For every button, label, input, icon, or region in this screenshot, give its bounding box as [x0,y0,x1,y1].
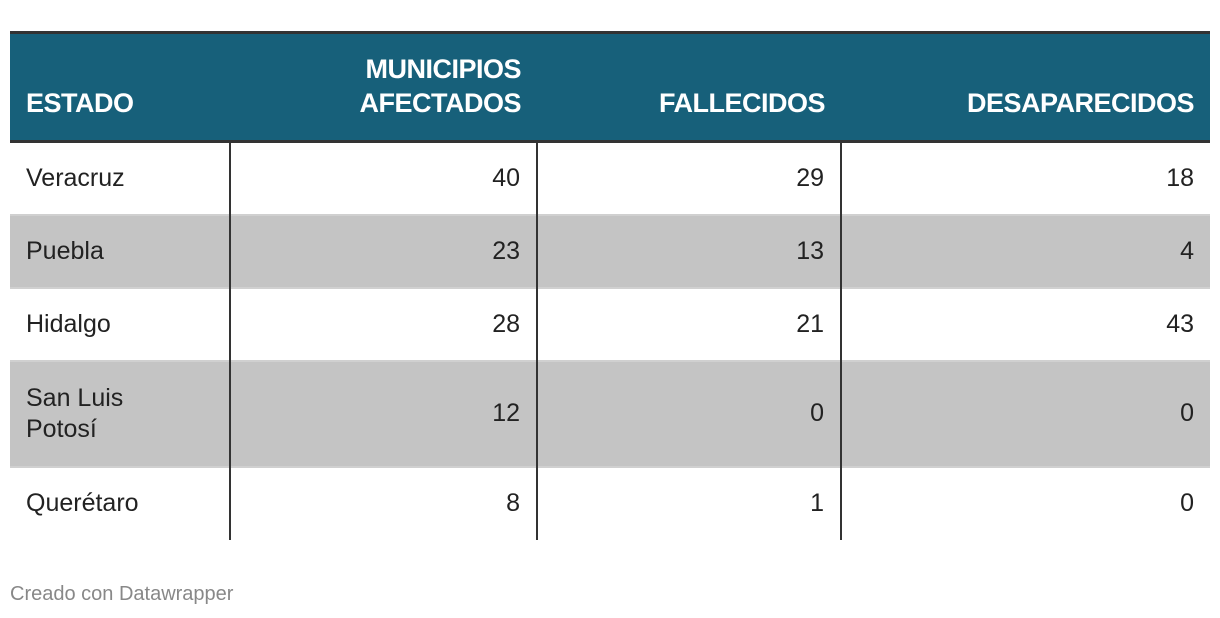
cell-desaparecidos: 43 [840,287,1210,361]
header-label: MUNICIPIOS AFECTADOS [359,54,522,118]
cell-fallecidos: 21 [536,287,841,361]
cell-municipios: 23 [229,214,537,288]
table-row: Puebla 23 13 4 [10,214,1210,288]
cell-fallecidos: 1 [536,466,841,540]
column-header-municipios[interactable]: MUNICIPIOS AFECTADOS [230,33,537,142]
cell-desaparecidos: 0 [840,360,1210,467]
cell-municipios: 8 [229,466,537,540]
cell-desaparecidos: 18 [840,141,1210,215]
table-row: Querétaro 8 1 0 [10,466,1210,540]
table-row: Hidalgo 28 21 43 [10,287,1210,361]
datawrapper-credit-link[interactable]: Creado con Datawrapper [10,583,234,605]
cell-fallecidos: 13 [536,214,841,288]
cell-estado: Veracruz [26,163,125,192]
data-table: ESTADO MUNICIPIOS AFECTADOS FALLECIDOS D… [10,31,1210,540]
cell-desaparecidos: 4 [840,214,1210,288]
column-header-fallecidos[interactable]: FALLECIDOS [658,88,826,118]
table-row: Veracruz 40 29 18 [10,141,1210,215]
cell-estado: Puebla [26,236,104,265]
cell-municipios: 12 [229,360,537,467]
cell-desaparecidos: 0 [840,466,1210,540]
header-row: ESTADO MUNICIPIOS AFECTADOS FALLECIDOS D… [10,32,1210,142]
cell-estado: Hidalgo [26,309,111,338]
cell-estado: San Luis Potosí [10,361,230,467]
column-header-estado[interactable]: ESTADO [26,88,134,118]
table-row: San Luis Potosí 12 0 0 [10,360,1210,467]
column-header-desaparecidos[interactable]: DESAPARECIDOS [966,88,1195,118]
cell-municipios: 28 [229,287,537,361]
cell-estado: Querétaro [26,489,139,517]
cell-municipios: 40 [229,141,537,215]
cell-text: San Luis Potosí [26,383,124,443]
cell-fallecidos: 29 [536,141,841,215]
cell-fallecidos: 0 [536,360,841,467]
